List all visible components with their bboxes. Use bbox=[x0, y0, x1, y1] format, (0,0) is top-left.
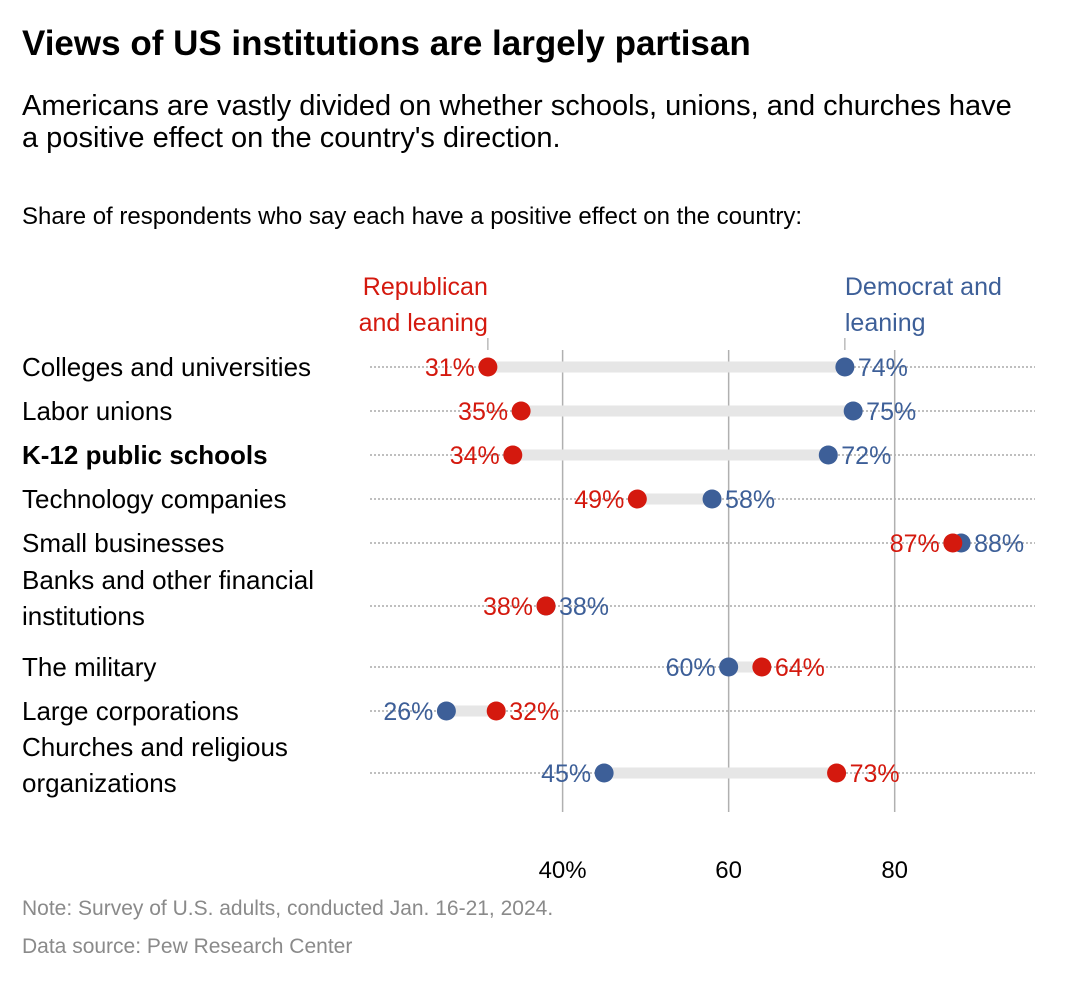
x-tick-label: 80 bbox=[881, 857, 908, 884]
data-source: Data source: Pew Research Center bbox=[22, 935, 353, 958]
republican-value-label: 34% bbox=[450, 442, 500, 470]
republican-value-label: 64% bbox=[775, 654, 825, 682]
republican-dot bbox=[943, 533, 963, 553]
republican-value-label: 87% bbox=[890, 530, 940, 558]
legend-democrat-line2: leaning bbox=[845, 309, 926, 337]
democrat-dot bbox=[835, 357, 855, 377]
republican-value-label: 73% bbox=[850, 760, 900, 788]
democrat-value-label: 58% bbox=[725, 486, 775, 514]
republican-dot bbox=[536, 596, 556, 616]
democrat-value-label: 38% bbox=[559, 593, 609, 621]
democrat-value-label: 75% bbox=[866, 398, 916, 426]
republican-dot bbox=[627, 489, 647, 509]
democrat-value-label: 26% bbox=[383, 698, 433, 726]
republican-dot bbox=[486, 701, 506, 721]
democrat-value-label: 72% bbox=[841, 442, 891, 470]
democrat-dot bbox=[436, 701, 456, 721]
x-tick-label: 60 bbox=[715, 857, 742, 884]
x-tick-label: 40% bbox=[539, 857, 587, 884]
republican-value-label: 49% bbox=[574, 486, 624, 514]
republican-dot bbox=[752, 657, 772, 677]
category-label: institutions bbox=[22, 601, 145, 631]
dot-plot: 40% 60 80 Republican and leaning Democrat and… bbox=[22, 273, 1035, 884]
republican-dot bbox=[478, 357, 498, 377]
category-label: K-12 public schools bbox=[22, 440, 268, 470]
democrat-dot bbox=[719, 657, 739, 677]
category-label: organizations bbox=[22, 768, 177, 798]
category-label: The military bbox=[22, 652, 156, 682]
legend-republican-line2: and leaning bbox=[359, 309, 488, 337]
democrat-value-label: 60% bbox=[666, 654, 716, 682]
democrat-dot bbox=[818, 445, 838, 465]
democrat-value-label: 74% bbox=[858, 354, 908, 382]
republican-value-label: 32% bbox=[509, 698, 559, 726]
chart-description: Share of respondents who say each have a… bbox=[22, 203, 803, 230]
category-label: Banks and other financial bbox=[22, 565, 314, 595]
legend-republican-line1: Republican bbox=[363, 273, 488, 301]
republican-value-label: 35% bbox=[458, 398, 508, 426]
democrat-dot bbox=[702, 489, 722, 509]
republican-dot bbox=[827, 763, 847, 783]
republican-value-label: 38% bbox=[483, 593, 533, 621]
democrat-value-label: 45% bbox=[541, 760, 591, 788]
chart-title: Views of US institutions are largely par… bbox=[22, 24, 751, 63]
category-label: Labor unions bbox=[22, 396, 172, 426]
legend-democrat-line1: Democrat and bbox=[845, 273, 1002, 301]
category-label: Small businesses bbox=[22, 528, 224, 558]
category-label: Large corporations bbox=[22, 696, 239, 726]
category-label: Colleges and universities bbox=[22, 352, 311, 382]
republican-value-label: 31% bbox=[425, 354, 475, 382]
republican-dot bbox=[511, 401, 531, 421]
chart-subtitle: Americans are vastly divided on whether … bbox=[22, 90, 1012, 154]
democrat-dot bbox=[594, 763, 614, 783]
note: Note: Survey of U.S. adults, conducted J… bbox=[22, 897, 554, 920]
category-label: Technology companies bbox=[22, 484, 287, 514]
republican-dot bbox=[503, 445, 523, 465]
democrat-dot bbox=[843, 401, 863, 421]
democrat-value-label: 88% bbox=[974, 530, 1024, 558]
category-label: Churches and religious bbox=[22, 732, 288, 762]
